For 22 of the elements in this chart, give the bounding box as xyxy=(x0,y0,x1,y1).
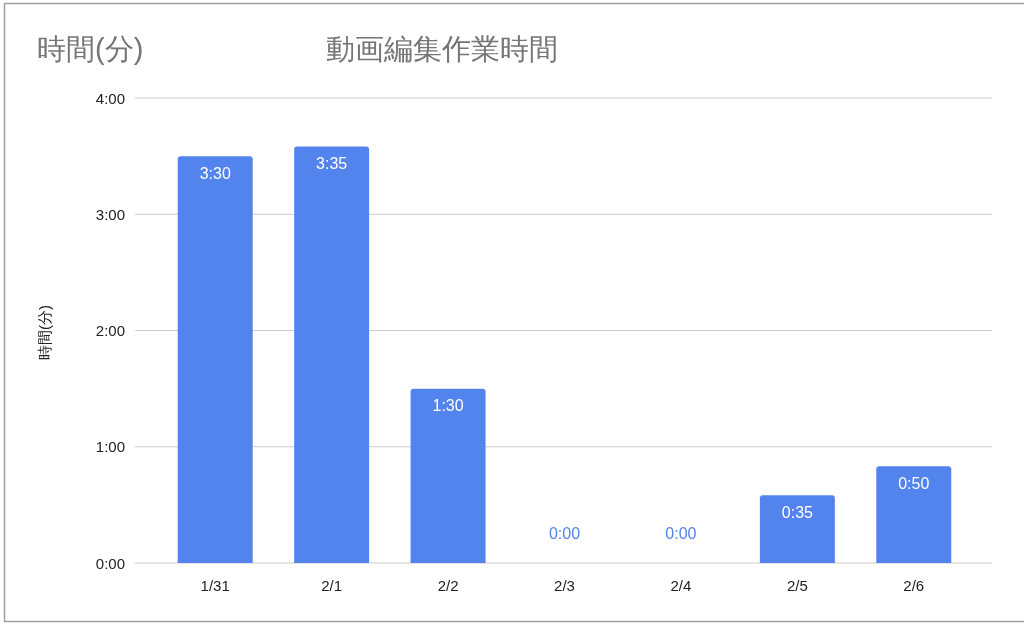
y-tick-label: 3:00 xyxy=(95,205,125,223)
x-tick-label: 2/1 xyxy=(321,576,343,594)
y-tick-label: 2:00 xyxy=(95,322,125,339)
data-label: 0:00 xyxy=(665,524,697,542)
data-label: 0:00 xyxy=(548,524,581,542)
x-tick-label: 2/5 xyxy=(786,576,808,594)
x-tick-label: 2/4 xyxy=(670,576,692,594)
data-label: 0:35 xyxy=(781,503,814,521)
x-tick-label: 1/31 xyxy=(200,576,230,594)
chart-title: 動画編集作業時間 xyxy=(326,33,558,65)
data-label: 1:30 xyxy=(432,397,464,415)
y-tick-label: 4:00 xyxy=(95,89,125,107)
x-tick-label: 2/3 xyxy=(554,576,575,594)
data-label: 0:50 xyxy=(898,474,930,492)
y-tick-label: 0:00 xyxy=(95,554,125,572)
x-tick-label: 2/6 xyxy=(903,576,925,594)
x-tick-label: 2/2 xyxy=(437,576,459,594)
data-label: 3:35 xyxy=(316,154,348,172)
y-axis-title: 時間(分) xyxy=(35,305,53,360)
text: 時間(分) xyxy=(37,33,144,65)
data-label: 3:30 xyxy=(199,164,231,182)
y-tick-label: 1:00 xyxy=(95,438,125,456)
